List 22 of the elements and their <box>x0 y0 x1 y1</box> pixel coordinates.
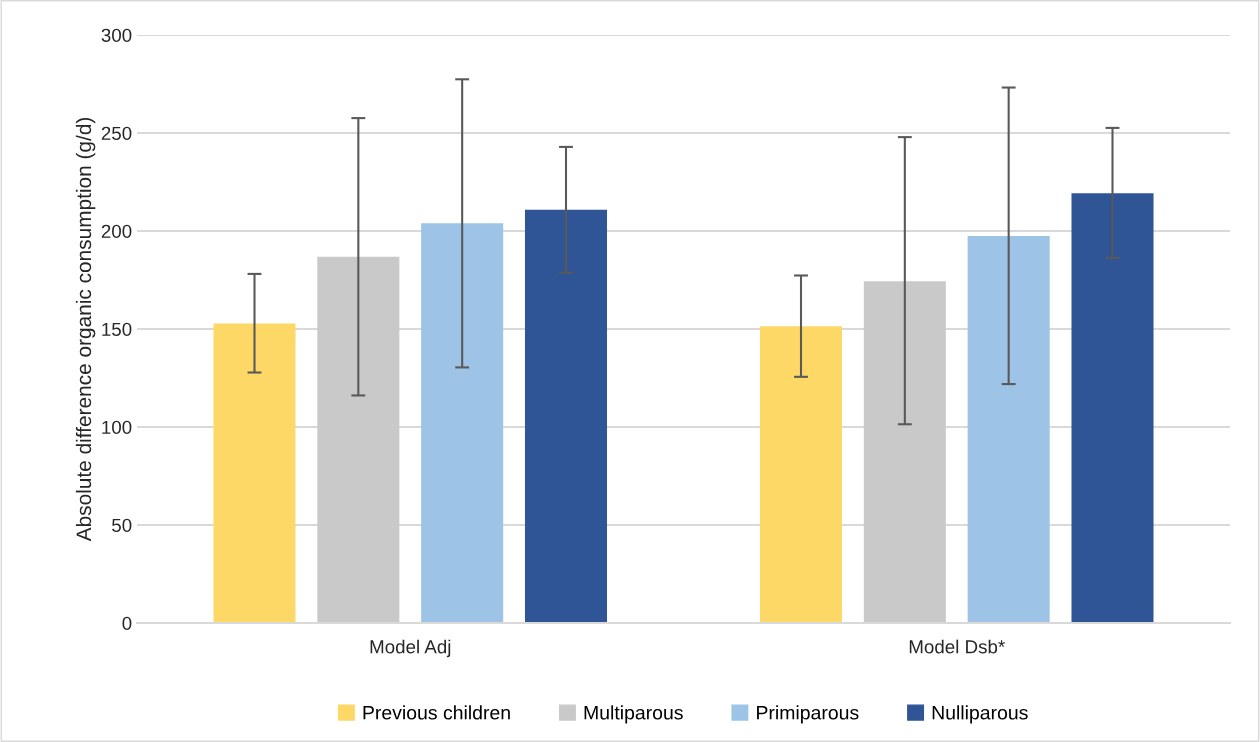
y-axis-title: Absolute difference organic consumption (g/d) <box>75 117 96 542</box>
y-tick-label: 300 <box>101 28 132 42</box>
legend-label: Primiparous <box>757 705 859 724</box>
y-tick-label: 50 <box>112 518 132 532</box>
y-tick-label: 150 <box>102 322 132 336</box>
legend-label: Nulliparous <box>932 705 1028 724</box>
bar <box>759 326 843 623</box>
y-tick-label: 250 <box>101 126 132 140</box>
bar <box>317 256 400 623</box>
bar <box>213 323 296 623</box>
legend-label: Previous children <box>363 705 510 720</box>
y-tick-label: 200 <box>101 224 132 238</box>
y-tick-label: 100 <box>102 420 132 434</box>
bar <box>524 209 608 623</box>
y-tick-label: 0 <box>122 616 132 630</box>
bar <box>863 281 946 623</box>
x-tick-label: Model Dsb* <box>909 639 1005 654</box>
x-tick-label: Model Adj <box>370 639 451 658</box>
bar <box>1071 193 1154 623</box>
bar <box>421 223 504 623</box>
legend-label: Multiparous <box>584 705 683 724</box>
bar <box>967 235 1050 623</box>
